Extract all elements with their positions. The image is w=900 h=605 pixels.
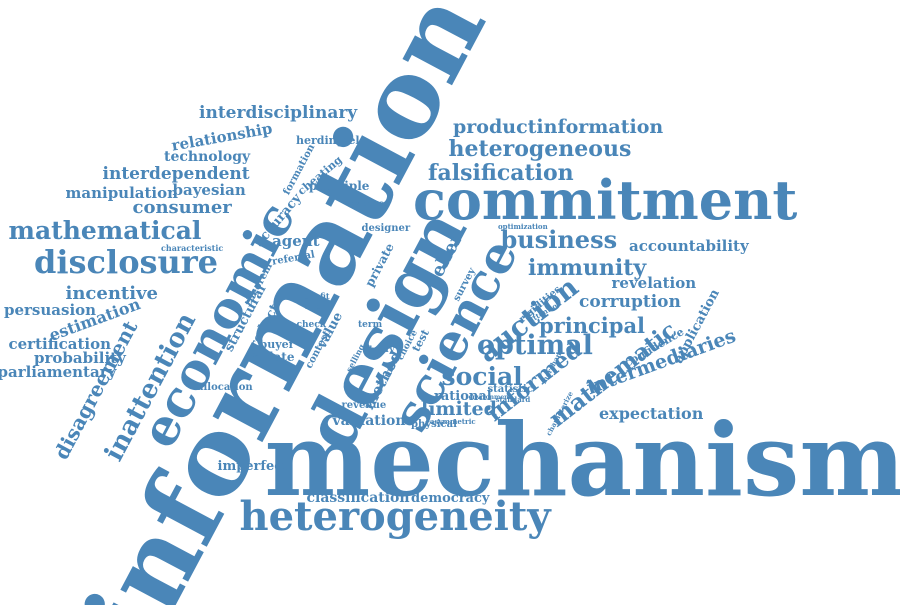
word-term: term [358,319,383,330]
word-rational: rational [434,388,492,404]
word-revelation: revelation [611,273,697,292]
word-optimization: optimization [498,221,548,231]
word-manipulation: manipulation [65,183,179,202]
word-parliamentary: parliamentary [0,362,117,381]
word-principal: principal [539,312,646,338]
word-check: check [296,319,326,330]
word-characteristic: characteristic [161,243,224,253]
word-corruption: corruption [579,291,681,312]
word-expectation: expectation [599,404,704,423]
word-productinformation: productinformation [453,115,664,138]
word-heterogeneity: heterogeneity [239,493,551,540]
word-update: update [248,350,295,364]
word-herdingjel: herdingjel [296,133,360,147]
word-persuasion: persuasion [4,300,97,319]
word-probability: probability [34,348,126,367]
word-statistic: statistic [487,384,533,395]
word-buyer: buyer [259,337,295,351]
word-technology: technology [164,149,251,165]
word-incentive: incentive [65,283,159,304]
word-designer: designer [361,223,411,234]
word-short: short [305,301,329,311]
word-democracy: democracy [411,490,490,506]
word-disclosure: disclosure [34,243,219,281]
word-interdisciplinary: interdisciplinary [199,102,358,123]
word-physical: physical [411,419,457,430]
word-commitment: commitment [413,168,798,232]
word-standard: standard [495,394,531,404]
word-consumer: consumer [132,197,232,218]
word-agent: agent [272,231,320,250]
word-classification: classification [306,490,410,506]
word-optimal: optimal [477,329,593,361]
word-environment: environment [468,394,512,401]
word-business: business [500,225,618,254]
word-accountability: accountability [629,236,749,255]
word-allocation: allocation [197,382,253,393]
word-interdependent: interdependent [102,163,250,184]
word-valuation: valuation [332,413,406,429]
word-theory: theory [365,344,395,354]
word-bayesian: bayesian [172,180,246,199]
word-falsification: falsification [428,160,574,186]
word-mechanism: mechanism [264,401,900,519]
word-principle: principle [309,179,370,193]
word-asymmetric: asymmetric [430,416,476,426]
word-social: social [441,361,523,391]
word-heterogeneous: heterogeneous [448,136,632,162]
word-benefit: benefit [298,291,330,301]
word-limited: limited [421,397,497,420]
word-revenue: revenue [341,400,387,411]
word-evidence: evidence [349,198,389,208]
word-certification: certification [8,334,112,353]
word-immunity: immunity [528,255,647,281]
word-imperfect: imperfect [217,458,289,474]
word-mathematical: mathematical [8,215,202,245]
